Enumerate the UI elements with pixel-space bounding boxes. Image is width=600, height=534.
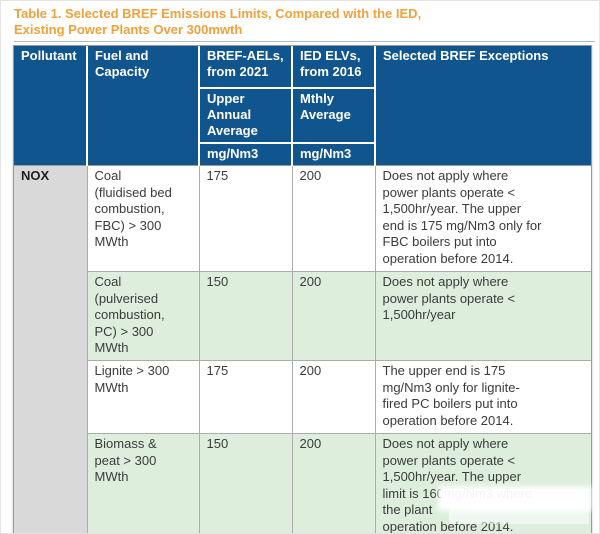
bref-value-cell: 175 bbox=[198, 360, 293, 434]
ied-value-cell: 200 bbox=[291, 271, 376, 361]
header-bref-unit: mg/Nm3 bbox=[199, 142, 293, 166]
emissions-table-wrap: Pollutant Fuel and Capacity BREF-AELs, f… bbox=[13, 45, 592, 533]
exceptions-cell: The upper end is 175 mg/Nm3 only for lig… bbox=[374, 360, 591, 434]
exceptions-cell: Does not apply where power plants operat… bbox=[374, 433, 591, 533]
table-title: Table 1. Selected BREF Emissions Limits,… bbox=[14, 6, 595, 42]
header-selected-bref-exceptions: Selected BREF Exceptions bbox=[374, 46, 591, 166]
header-ied-unit: mg/Nm3 bbox=[291, 142, 376, 166]
fuel-cell: Coal (pulverised combustion, PC) > 300 M… bbox=[86, 271, 200, 361]
header-bref-aels: BREF-AELs, from 2021 bbox=[198, 46, 293, 89]
bref-value-cell: 150 bbox=[198, 433, 293, 533]
table-row: Lignite > 300 MWth 175 200 The upper end… bbox=[14, 360, 591, 434]
header-ied-elvs: IED ELVs, from 2016 bbox=[291, 46, 376, 89]
table-row: NOX Coal (fluidised bed combustion, FBC)… bbox=[14, 165, 591, 533]
header-pollutant: Pollutant bbox=[14, 46, 88, 166]
ied-value-cell: 200 bbox=[291, 433, 376, 533]
fuel-cell: Lignite > 300 MWth bbox=[86, 360, 200, 434]
table-body: NOX Coal (fluidised bed combustion, FBC)… bbox=[14, 165, 591, 533]
bref-value-cell: 175 bbox=[198, 165, 293, 272]
fuel-cell: Biomass & peat > 300 MWth bbox=[86, 433, 200, 533]
ied-value-cell: 200 bbox=[291, 360, 376, 434]
exceptions-cell: Does not apply where power plants operat… bbox=[374, 165, 591, 272]
bref-value-cell: 150 bbox=[198, 271, 293, 361]
header-ied-subtitle: Mthly Average bbox=[291, 87, 376, 144]
fuel-cell: Coal (fluidised bed combustion, FBC) > 3… bbox=[86, 165, 200, 272]
table-header: Pollutant Fuel and Capacity BREF-AELs, f… bbox=[14, 46, 591, 166]
header-fuel-capacity: Fuel and Capacity bbox=[86, 46, 200, 166]
emissions-table: Pollutant Fuel and Capacity BREF-AELs, f… bbox=[14, 46, 591, 533]
header-bref-subtitle: Upper Annual Average bbox=[199, 87, 293, 144]
table-row: Coal (pulverised combustion, PC) > 300 M… bbox=[14, 271, 591, 361]
table-row: Biomass & peat > 300 MWth 150 200 Does n… bbox=[14, 433, 591, 533]
ied-value-cell: 200 bbox=[291, 165, 376, 272]
pollutant-cell: NOX bbox=[14, 165, 88, 533]
exceptions-cell: Does not apply where power plants operat… bbox=[374, 271, 591, 361]
